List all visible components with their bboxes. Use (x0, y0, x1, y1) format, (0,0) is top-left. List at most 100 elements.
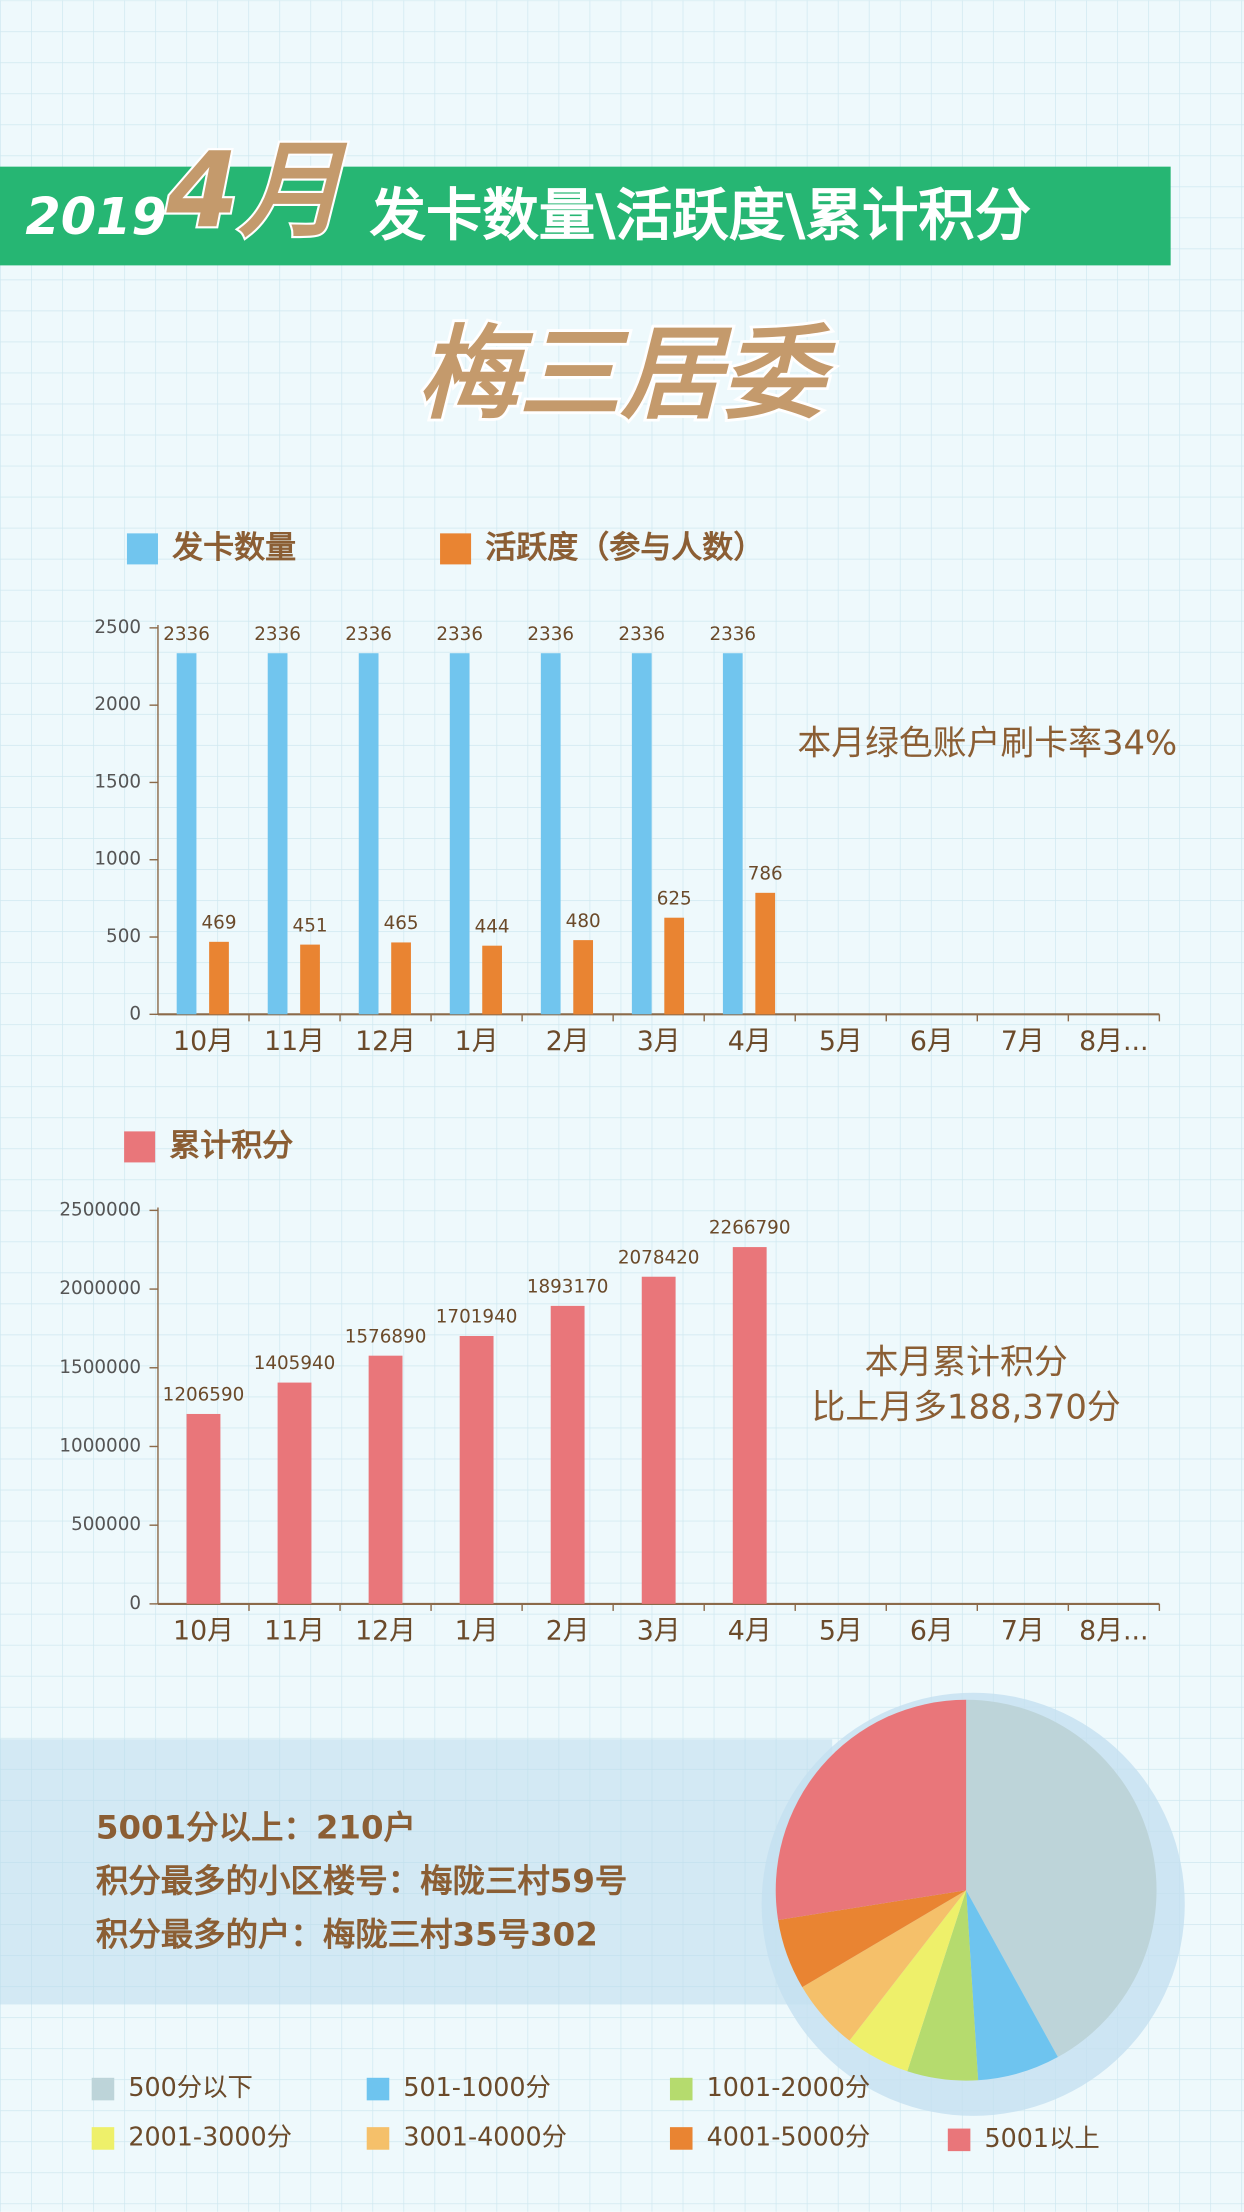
value-label: 1893170 (527, 1277, 609, 1298)
x-tick-label: 10月 (173, 1616, 234, 1647)
x-tick-label: 8月... (1079, 1026, 1148, 1057)
x-tick-label: 12月 (355, 1616, 416, 1647)
info-text: 积分最多的小区楼号：梅陇三村59号 (96, 1862, 627, 1900)
x-tick-label: 1月 (455, 1026, 499, 1057)
bar (459, 1335, 494, 1604)
year: 2019 (25, 187, 166, 246)
x-tick-label: 11月 (264, 1026, 325, 1057)
pie-slice (966, 1699, 1157, 2058)
month: 4月 (165, 129, 348, 251)
legend-swatch (124, 1131, 156, 1163)
value-label: 2336 (436, 624, 483, 645)
y-tick-label: 1500 (94, 771, 141, 792)
annotation: 本月绿色账户刷卡率34% (797, 723, 1177, 762)
bar (573, 940, 594, 1015)
bar (482, 945, 502, 1015)
value-label: 480 (566, 911, 601, 932)
legend-swatch (669, 2127, 693, 2150)
legend-label: 501-1000分 (403, 2072, 551, 2102)
legend-label: 累计积分 (169, 1128, 293, 1164)
x-tick-label: 1月 (455, 1616, 499, 1647)
value-label: 2336 (527, 624, 574, 645)
bar (358, 653, 379, 1015)
value-label: 469 (202, 912, 237, 933)
legend-swatch (91, 2127, 115, 2150)
legend-label: 4001-5000分 (707, 2121, 871, 2151)
value-label: 2336 (345, 624, 392, 645)
legend-label: 2001-3000分 (128, 2121, 292, 2151)
title: 发卡数量\活跃度\累计积分 (370, 183, 1032, 248)
bar (186, 1413, 221, 1604)
x-tick-label: 3月 (637, 1026, 681, 1057)
x-tick-label: 2月 (546, 1616, 590, 1647)
bar (209, 941, 229, 1015)
x-tick-label: 6月 (910, 1026, 954, 1057)
bar (176, 653, 197, 1015)
y-tick-label: 2000 (94, 694, 141, 715)
x-tick-label: 5月 (819, 1616, 863, 1647)
legend-swatch (91, 2077, 115, 2101)
x-tick-label: 5月 (819, 1026, 863, 1057)
bar (267, 653, 288, 1015)
pie-slice (802, 1890, 967, 2041)
value-label: 625 (657, 888, 692, 909)
value-label: 444 (475, 916, 510, 937)
legend-swatch (126, 533, 158, 565)
pie-slice (775, 1699, 967, 1920)
value-label: 2336 (618, 624, 665, 645)
legend-label: 发卡数量 (171, 530, 296, 566)
y-tick-label: 2000000 (59, 1278, 141, 1299)
legend-swatch (366, 2127, 390, 2150)
bar (631, 653, 652, 1015)
value-label: 1576890 (345, 1326, 427, 1347)
y-tick-label: 0 (129, 1003, 141, 1024)
x-tick-label: 12月 (355, 1026, 416, 1057)
value-label: 451 (293, 915, 328, 936)
x-tick-label: 11月 (264, 1616, 325, 1647)
bar (641, 1276, 676, 1604)
subtitle: 梅三居委 (417, 315, 836, 433)
value-label: 1405940 (254, 1353, 336, 1374)
x-tick-label: 7月 (1001, 1026, 1045, 1057)
pie-slice (966, 1890, 1058, 2081)
bar (368, 1355, 403, 1604)
y-tick-label: 500000 (71, 1514, 141, 1535)
value-label: 2078420 (618, 1247, 700, 1268)
y-tick-label: 1000 (94, 849, 141, 870)
legend-label: 3001-4000分 (403, 2121, 567, 2151)
value-label: 1701940 (436, 1307, 518, 1328)
legend-swatch (366, 2077, 390, 2101)
value-label: 2336 (709, 624, 756, 645)
legend-swatch (947, 2128, 971, 2152)
x-tick-label: 3月 (637, 1616, 681, 1647)
value-label: 2336 (163, 624, 210, 645)
bar (391, 942, 411, 1015)
bar (540, 653, 561, 1015)
bar (550, 1305, 585, 1604)
y-tick-label: 2500000 (59, 1199, 141, 1220)
legend-swatch (440, 533, 472, 565)
value-label: 786 (748, 863, 783, 884)
x-tick-label: 4月 (728, 1616, 772, 1647)
info-band (0, 1739, 833, 2005)
value-label: 465 (384, 913, 419, 934)
bar (664, 917, 685, 1015)
bar (449, 653, 470, 1015)
value-label: 2266790 (709, 1218, 791, 1239)
x-tick-label: 8月... (1079, 1616, 1148, 1647)
legend-label: 活跃度（参与人数） (485, 530, 764, 566)
x-tick-label: 4月 (728, 1026, 772, 1057)
value-label: 2336 (254, 624, 301, 645)
annotation: 比上月多188,370分 (812, 1388, 1121, 1427)
pie-slice (778, 1890, 967, 1988)
legend-label: 500分以下 (128, 2072, 253, 2102)
y-tick-label: 0 (129, 1593, 141, 1614)
title-banner (0, 166, 1171, 266)
x-tick-label: 6月 (910, 1616, 954, 1647)
pie-slice (849, 1890, 967, 2072)
legend-label: 1001-2000分 (707, 2072, 871, 2102)
x-tick-label: 2月 (546, 1026, 590, 1057)
y-tick-label: 1000000 (59, 1435, 141, 1456)
y-tick-label: 500 (106, 926, 141, 947)
